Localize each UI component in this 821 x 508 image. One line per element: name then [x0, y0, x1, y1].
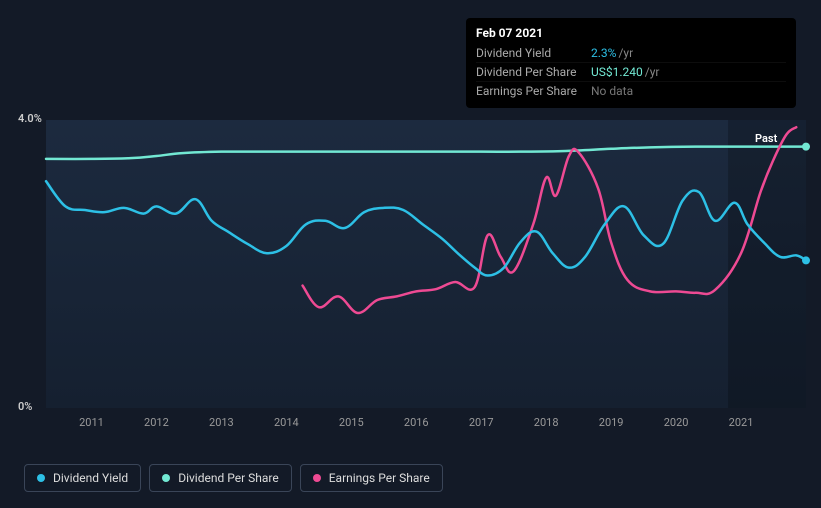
legend-label: Dividend Yield [53, 471, 128, 485]
tooltip-suffix: /yr [618, 46, 633, 60]
legend: Dividend Yield Dividend Per Share Earnings… [24, 464, 443, 492]
legend-item[interactable]: Earnings Per Share [300, 464, 443, 492]
tooltip-value: No data [591, 84, 633, 98]
tooltip-value: US$1.240 [591, 65, 643, 79]
x-axis-label: 2019 [599, 416, 624, 429]
x-axis-label: 2014 [274, 416, 299, 429]
plot-area[interactable]: Past [46, 120, 806, 408]
dividend-chart: 4.0% 0% Past 2011 2012 2013 2014 2015 2016 2017… [18, 106, 808, 446]
x-axis-label: 2018 [534, 416, 559, 429]
legend-label: Earnings Per Share [329, 471, 430, 485]
x-axis-label: 2017 [469, 416, 494, 429]
legend-dot-icon [37, 474, 45, 482]
legend-dot-icon [162, 474, 170, 482]
tooltip-label: Earnings Per Share [476, 84, 591, 98]
x-axis-label: 2016 [404, 416, 429, 429]
series-dot-dividend_yield [802, 256, 810, 264]
x-axis-label: 2013 [209, 416, 234, 429]
legend-item[interactable]: Dividend Yield [24, 464, 141, 492]
series-dot-dividend_per_share [802, 143, 810, 151]
tooltip: Feb 07 2021 Dividend Yield2.3%/yrDividen… [466, 18, 796, 108]
tooltip-label: Dividend Yield [476, 46, 591, 60]
series-dividend_per_share [46, 147, 806, 159]
tooltip-row: Earnings Per ShareNo data [476, 81, 786, 100]
legend-label: Dividend Per Share [178, 471, 279, 485]
x-axis-label: 2011 [79, 416, 104, 429]
tooltip-value: 2.3% [591, 46, 616, 60]
series-earnings_per_share [303, 127, 797, 313]
x-axis-label: 2021 [729, 416, 754, 429]
tooltip-date: Feb 07 2021 [476, 26, 786, 40]
x-axis-label: 2015 [339, 416, 364, 429]
series-dividend_yield [46, 181, 806, 275]
tooltip-row: Dividend Per ShareUS$1.240/yr [476, 62, 786, 81]
tooltip-suffix: /yr [645, 65, 660, 79]
x-axis-label: 2012 [144, 416, 169, 429]
legend-dot-icon [313, 474, 321, 482]
y-axis-label: 4.0% [18, 112, 42, 125]
legend-item[interactable]: Dividend Per Share [149, 464, 292, 492]
tooltip-row: Dividend Yield2.3%/yr [476, 44, 786, 62]
x-axis-label: 2020 [664, 416, 689, 429]
tooltip-label: Dividend Per Share [476, 65, 591, 79]
y-axis-label: 0% [18, 400, 32, 413]
